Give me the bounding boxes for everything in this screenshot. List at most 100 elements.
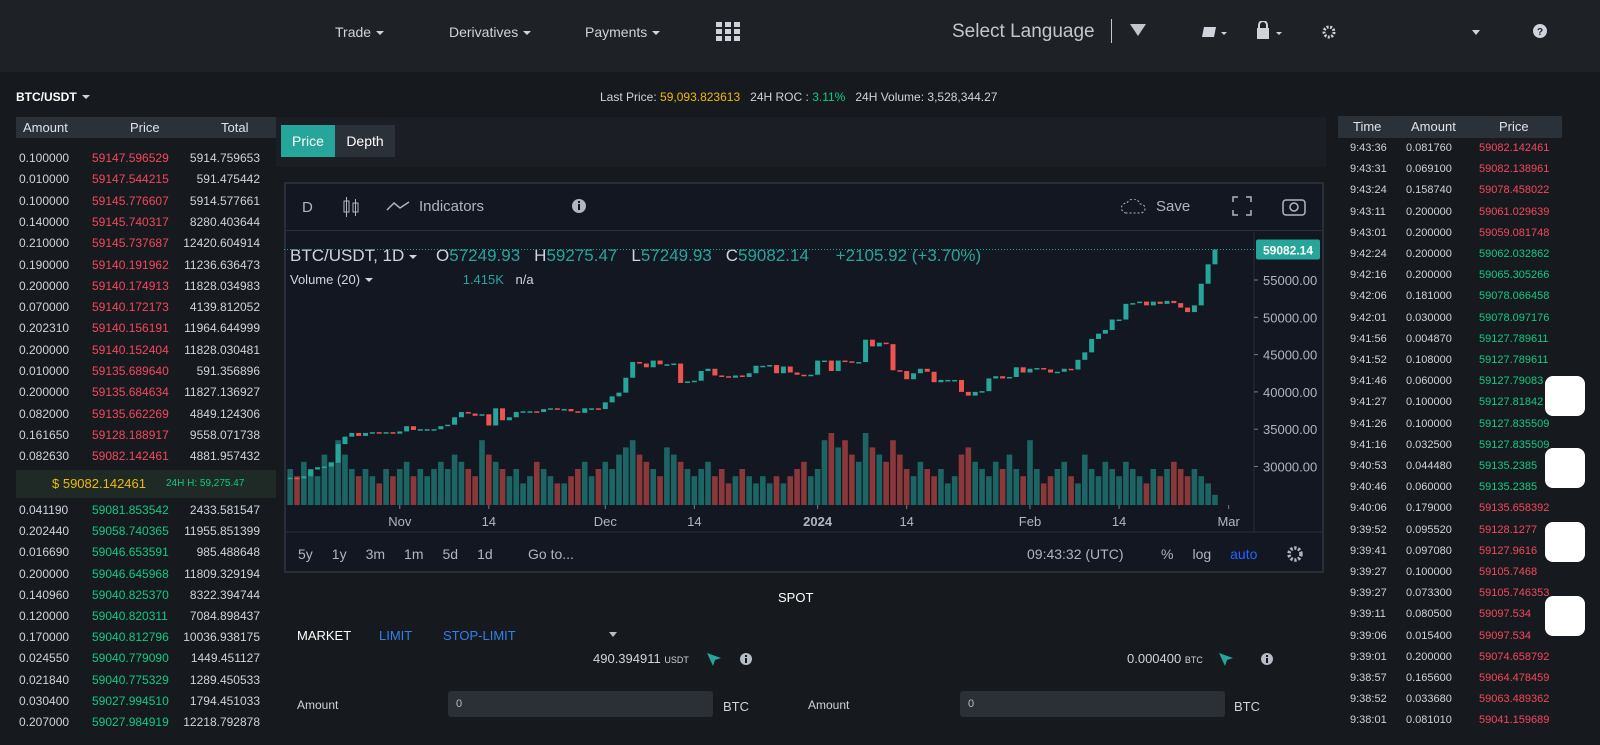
amount: 0.100000: [1406, 566, 1452, 578]
range-button[interactable]: 5d: [442, 546, 459, 562]
order-row[interactable]: 0.100000 59145.776607 5914.577661: [16, 191, 276, 212]
order-row[interactable]: 0.016690 59046.653591 985.488648: [16, 542, 276, 563]
amount: 0.100000: [1406, 417, 1452, 430]
amount: 0.202440: [19, 524, 70, 539]
range-button[interactable]: 1y: [331, 546, 347, 562]
range-button[interactable]: 1m: [404, 546, 424, 562]
price: 59105.7468: [1479, 566, 1538, 578]
scale-button[interactable]: %: [1161, 546, 1174, 562]
amount-input[interactable]: 0: [448, 691, 713, 717]
share-widget[interactable]: [1545, 376, 1585, 416]
range-button[interactable]: 5y: [298, 546, 313, 562]
dropdown-arrow[interactable]: [1130, 24, 1146, 36]
order-row[interactable]: 0.010000 59135.689640 591.356896: [16, 361, 276, 382]
indicators-icon[interactable]: [386, 200, 410, 212]
dropdown-arrow[interactable]: [609, 632, 617, 637]
order-row[interactable]: 0.161650 59128.188917 9558.071738: [16, 425, 276, 446]
lock-icon[interactable]: [1256, 21, 1284, 41]
total: 11236.636473: [184, 257, 260, 272]
nav-bar: Trade Derivatives Payments Select Langua…: [0, 0, 1600, 72]
scale-button[interactable]: auto: [1230, 546, 1258, 562]
order-row[interactable]: 0.010000 59147.544215 591.475442: [16, 169, 276, 190]
save[interactable]: Save: [1156, 198, 1191, 215]
order-type[interactable]: LIMIT: [379, 628, 413, 643]
nav-item[interactable]: Derivatives: [449, 24, 531, 40]
order-row[interactable]: 0.041190 59081.853542 2433.581547: [16, 500, 276, 521]
language-select[interactable]: Select Language: [952, 21, 1095, 42]
column-header: Amount: [23, 120, 68, 135]
amount: 0.021840: [19, 672, 70, 687]
total: 5914.577661: [189, 193, 260, 208]
column-header: Total: [221, 120, 249, 135]
scale-button[interactable]: log: [1192, 546, 1212, 562]
order-row[interactable]: 0.140000 59145.740317 8280.403644: [16, 212, 276, 233]
send-icon[interactable]: [706, 652, 722, 666]
app-widget[interactable]: [1545, 522, 1585, 562]
tab-price[interactable]: Price: [281, 125, 335, 157]
order-row[interactable]: 0.190000 59140.191962 11236.636473: [16, 255, 276, 276]
settings-icon[interactable]: [1322, 25, 1336, 39]
indicators[interactable]: Indicators: [419, 198, 485, 215]
order-row[interactable]: 0.030400 59027.994510 1794.451033: [16, 691, 276, 712]
trade-row: 9:40:53 0.044480 59135.2385: [1338, 456, 1562, 477]
order-row[interactable]: 0.202310 59140.156191 11964.644999: [16, 318, 276, 339]
goto[interactable]: Go to...: [528, 546, 574, 562]
snapshot-icon[interactable]: [1282, 196, 1306, 216]
order-row[interactable]: 0.200000 59046.645968 11809.329194: [16, 564, 276, 585]
order-row[interactable]: 0.024550 59040.779090 1449.451127: [16, 648, 276, 669]
amount: 0.030000: [1406, 311, 1452, 324]
wallet-icon[interactable]: [1202, 24, 1228, 40]
price: 59140.174913: [92, 278, 169, 293]
info-icon[interactable]: [739, 652, 753, 666]
interval[interactable]: D: [302, 199, 313, 216]
order-row[interactable]: 0.140960 59040.825370 8322.394744: [16, 585, 276, 606]
order-row[interactable]: 0.202440 59058.740365 11955.851399: [16, 521, 276, 542]
trade-row: 9:39:52 0.095520 59128.1277: [1338, 520, 1562, 541]
order-row[interactable]: 0.100000 59147.596529 5914.759653: [16, 148, 276, 169]
trade-row: 9:41:27 0.100000 59127.81842: [1338, 392, 1562, 413]
range-button[interactable]: 1d: [477, 546, 493, 562]
fullscreen-icon[interactable]: [1232, 196, 1252, 216]
order-row[interactable]: 0.021840 59040.775329 1289.450533: [16, 670, 276, 691]
tab-depth[interactable]: Depth: [335, 125, 395, 157]
range-button[interactable]: 3m: [365, 546, 386, 562]
nav-item[interactable]: Payments: [585, 24, 660, 40]
trade-row: 9:42:06 0.181000 59078.066458: [1338, 286, 1562, 307]
amount-input[interactable]: 0: [960, 691, 1225, 717]
amount: 0.140960: [19, 587, 70, 602]
ohlc-item: H59275.47: [534, 246, 617, 265]
order-row[interactable]: 0.082630 59082.142461 4881.957432: [16, 446, 276, 467]
order-type[interactable]: STOP-LIMIT: [443, 628, 516, 643]
chat-widget[interactable]: [1545, 448, 1585, 488]
order-type[interactable]: MARKET: [297, 628, 352, 643]
info-icon[interactable]: [1260, 652, 1274, 666]
candle-icon[interactable]: [342, 196, 360, 218]
order-row[interactable]: 0.200000 59140.174913 11828.034983: [16, 276, 276, 297]
trade-row: 9:38:57 0.165600 59064.478459: [1338, 668, 1562, 689]
amount: 0.161650: [19, 427, 70, 442]
order-row[interactable]: 0.207000 59027.984919 12218.792878: [16, 712, 276, 733]
amount: 0.081760: [1406, 142, 1452, 154]
time: 9:39:52: [1350, 523, 1387, 536]
dropdown-arrow[interactable]: [1472, 30, 1480, 35]
apps-icon[interactable]: [716, 22, 740, 42]
order-row[interactable]: 0.170000 59040.812796 10036.938175: [16, 627, 276, 648]
spot-title: SPOT: [778, 590, 814, 605]
help-icon[interactable]: ?: [1533, 24, 1547, 38]
chart-settings-icon[interactable]: [1286, 545, 1304, 563]
info-icon[interactable]: [570, 197, 590, 215]
t-widget[interactable]: [1545, 596, 1585, 636]
order-row[interactable]: 0.070000 59140.172173 4139.812052: [16, 297, 276, 318]
order-row[interactable]: 0.200000 59135.684634 11827.136927: [16, 382, 276, 403]
nav-item[interactable]: Trade: [335, 24, 384, 40]
send-icon[interactable]: [1218, 652, 1234, 666]
amount: 0.210000: [19, 236, 70, 251]
order-row[interactable]: 0.120000 59040.820311 7084.898437: [16, 606, 276, 627]
order-row[interactable]: 0.210000 59145.737687 12420.604914: [16, 233, 276, 254]
cloud-icon[interactable]: [1120, 199, 1148, 215]
order-row[interactable]: 0.082000 59135.662269 4849.124306: [16, 404, 276, 425]
price: 59097.534: [1479, 608, 1531, 621]
pair-select[interactable]: BTC/USDT: [16, 90, 90, 104]
order-row[interactable]: 0.200000 59140.152404 11828.030481: [16, 340, 276, 361]
price: 59140.191962: [92, 257, 169, 272]
